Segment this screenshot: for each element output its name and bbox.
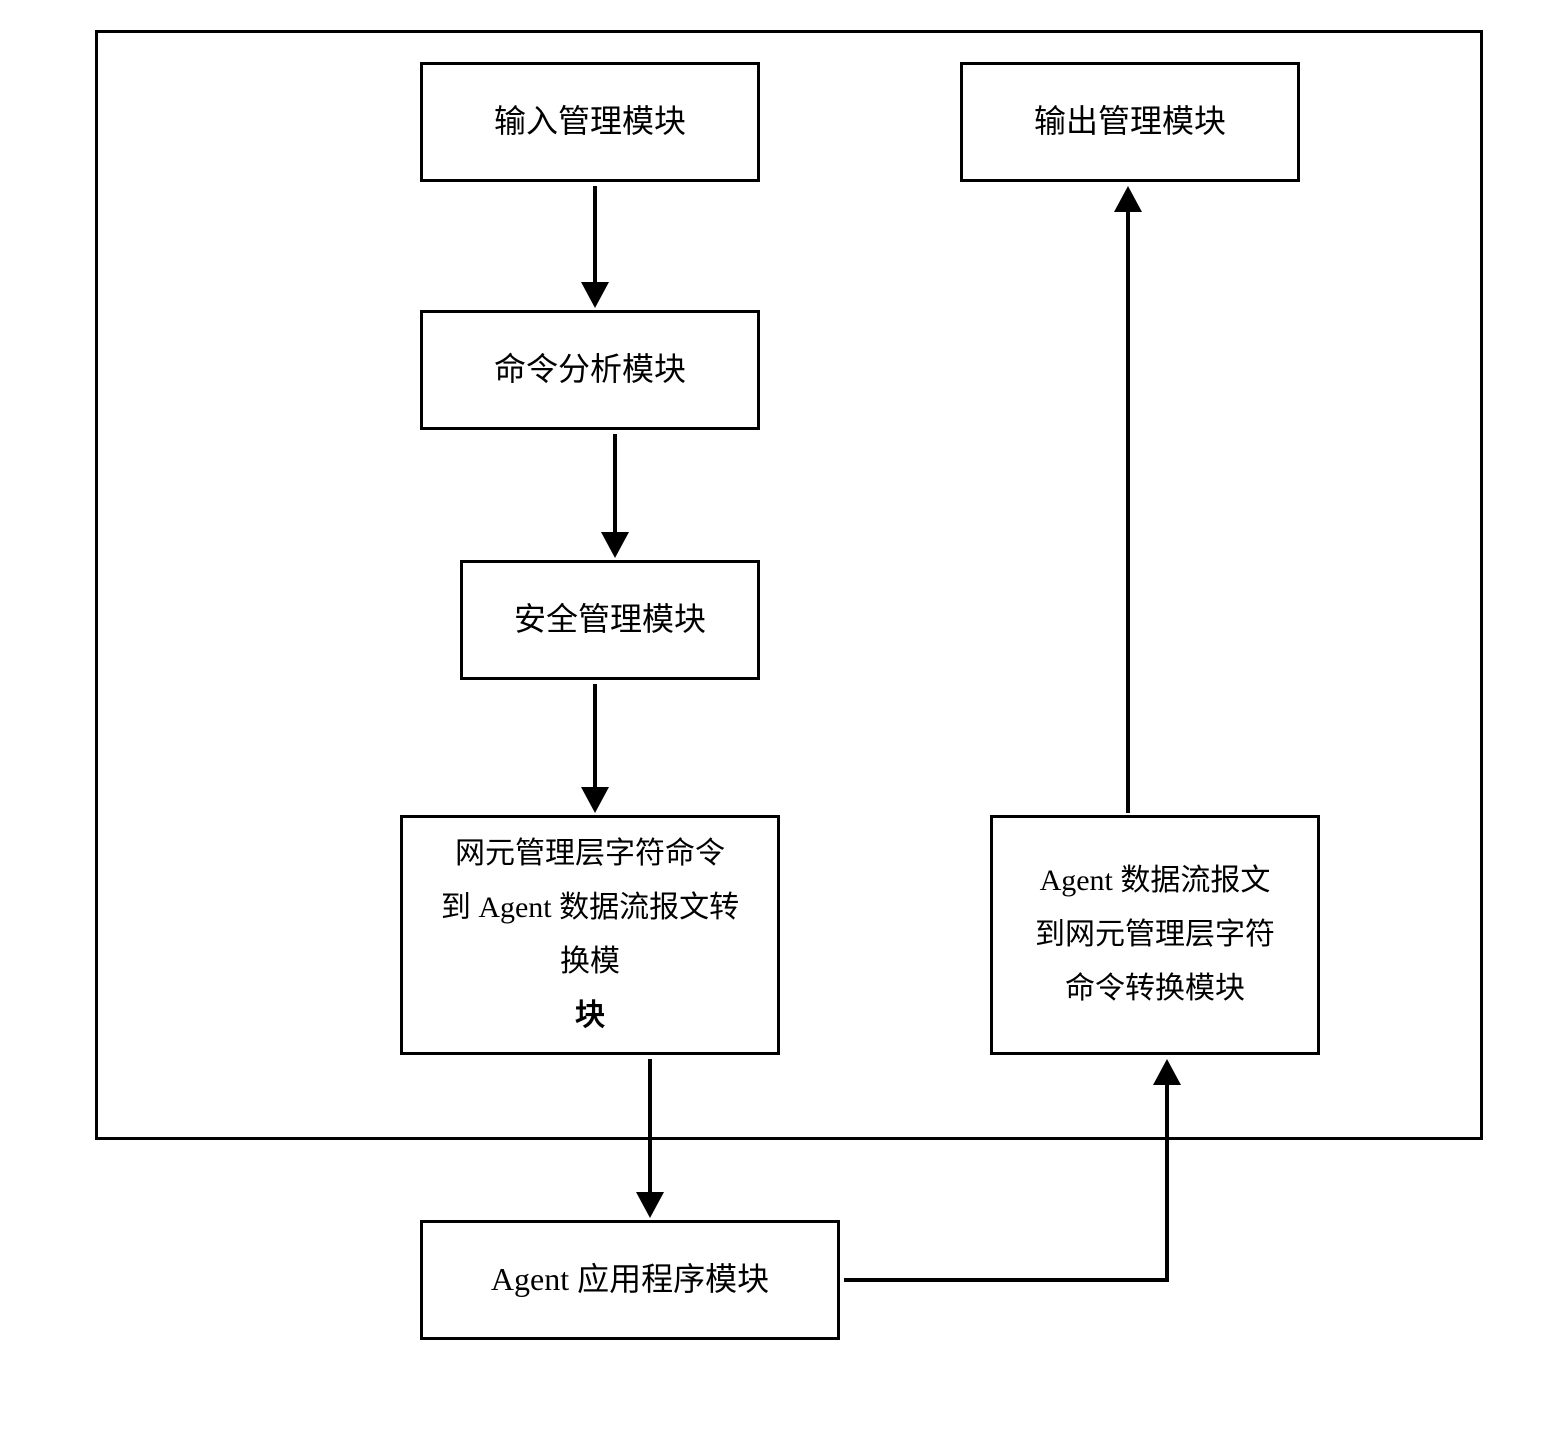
arrow-head-down-icon	[581, 787, 609, 813]
node-convert-right: Agent 数据流报文 到网元管理层字符 命令转换模块	[990, 815, 1320, 1055]
arrow-line	[593, 684, 597, 787]
node-input-mgmt: 输入管理模块	[420, 62, 760, 182]
node-line: 换模块	[560, 935, 620, 1043]
node-agent-app: Agent 应用程序模块	[420, 1220, 840, 1340]
arrow-head-up-icon	[1153, 1059, 1181, 1085]
node-line: 网元管理层字符命令	[455, 827, 725, 881]
node-label: 命令分析模块	[494, 341, 686, 399]
arrow-head-down-icon	[581, 282, 609, 308]
node-output-mgmt: 输出管理模块	[960, 62, 1300, 182]
arrow-head-down-icon	[636, 1192, 664, 1218]
node-cmd-analysis: 命令分析模块	[420, 310, 760, 430]
node-security: 安全管理模块	[460, 560, 760, 680]
node-line: 到 Agent 数据流报文转	[441, 881, 739, 935]
node-line: 命令转换模块	[1065, 962, 1245, 1016]
arrow-head-down-icon	[601, 532, 629, 558]
node-label: 安全管理模块	[514, 591, 706, 649]
node-label: 输出管理模块	[1034, 93, 1226, 151]
node-label: Agent 应用程序模块	[491, 1251, 769, 1309]
arrow-line	[593, 186, 597, 282]
arrow-head-up-icon	[1114, 186, 1142, 212]
node-line: 到网元管理层字符	[1035, 908, 1275, 962]
arrow-line	[1165, 1085, 1169, 1282]
bold-text: 块	[560, 989, 620, 1043]
arrow-line	[844, 1278, 1169, 1282]
arrow-line	[648, 1059, 652, 1192]
node-label: 输入管理模块	[494, 93, 686, 151]
arrow-line	[613, 434, 617, 532]
node-line: Agent 数据流报文	[1040, 854, 1271, 908]
node-convert-left: 网元管理层字符命令 到 Agent 数据流报文转 换模块	[400, 815, 780, 1055]
arrow-line	[1126, 212, 1130, 813]
